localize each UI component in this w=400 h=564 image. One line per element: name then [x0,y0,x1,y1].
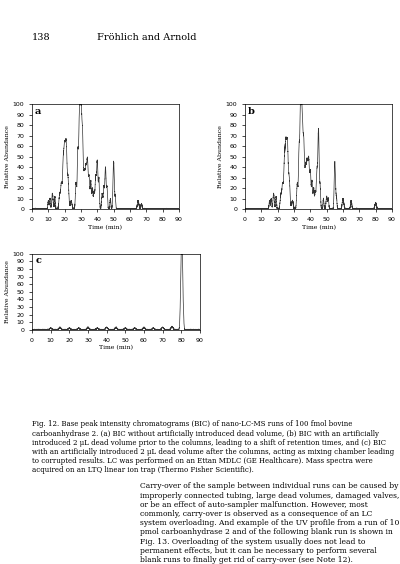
Text: Fröhlich and Arnold: Fröhlich and Arnold [97,33,196,42]
Text: a: a [35,107,41,116]
Y-axis label: Relative Abundance: Relative Abundance [5,125,10,188]
X-axis label: Time (min): Time (min) [302,224,336,230]
X-axis label: Time (min): Time (min) [88,224,122,230]
X-axis label: Time (min): Time (min) [99,345,133,350]
Text: b: b [248,107,255,116]
Y-axis label: Relative Abundance: Relative Abundance [218,125,223,188]
Text: Fig. 12. Base peak intensity chromatograms (BIC) of nano-LC-MS runs of 100 fmol : Fig. 12. Base peak intensity chromatogra… [32,420,394,474]
Text: c: c [35,256,41,265]
Text: Carry-over of the sample between individual runs can be caused by improperly con: Carry-over of the sample between individ… [140,482,399,564]
Text: 138: 138 [32,33,51,42]
Y-axis label: Relative Abundance: Relative Abundance [5,261,10,323]
